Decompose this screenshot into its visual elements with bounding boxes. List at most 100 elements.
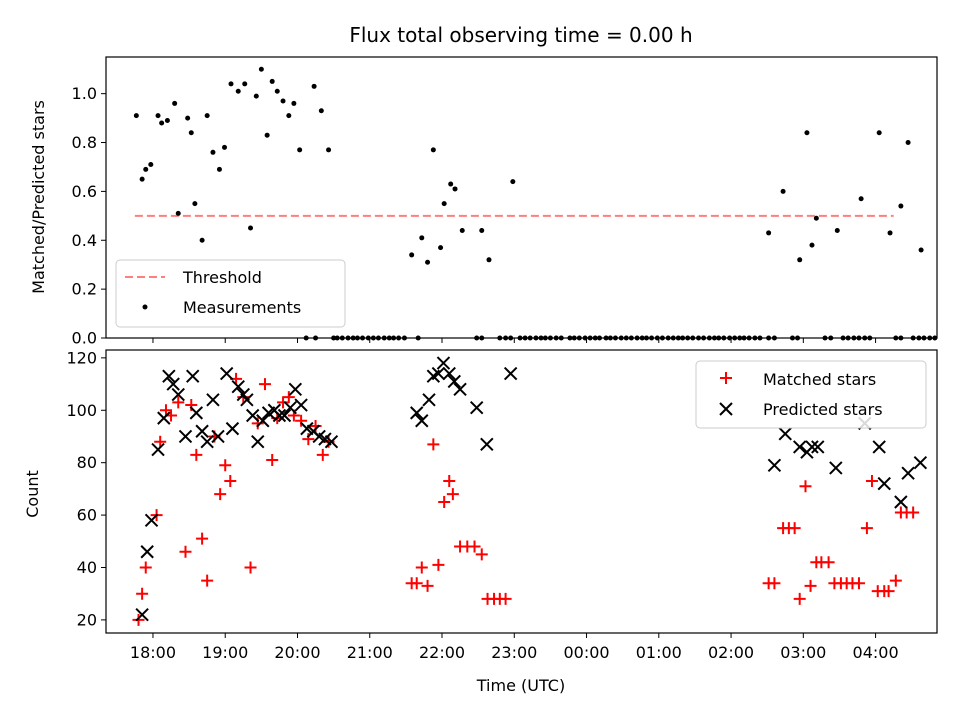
- matched-star-marker: [159, 404, 172, 417]
- measurement-point: [286, 113, 292, 119]
- predicted-star-marker: [171, 387, 185, 402]
- predicted-star-marker: [178, 429, 193, 444]
- measurement-point: [441, 201, 447, 207]
- measurement-point: [222, 144, 228, 150]
- measurement-point: [188, 130, 194, 136]
- predicted-star-marker: [256, 414, 270, 428]
- bottom-x-axis: 18:00 19:00 20:00 21:00 22:00 23:00 00:00 01:00…: [130, 633, 899, 662]
- bottom-x-tick-label: 01:00: [636, 643, 682, 662]
- bottom-legend-box: [695, 360, 927, 429]
- measurements-legend-label: Measurements: [183, 298, 301, 317]
- matched-star-marker: [190, 448, 203, 461]
- bottom-x-tick-label: 22:00: [419, 643, 465, 662]
- measurement-point: [159, 120, 165, 126]
- bottom-y-tick-label: 100: [66, 401, 97, 420]
- bottom-y-tick-label: 40: [77, 558, 97, 577]
- predicted-star-marker: [503, 366, 518, 381]
- predicted-star-marker: [240, 393, 254, 407]
- predicted-star-marker: [877, 476, 891, 491]
- matched-star-marker: [244, 561, 257, 574]
- predicted-star-marker: [189, 406, 204, 420]
- measurement-point: [235, 88, 241, 94]
- matched-star-marker: [443, 475, 456, 488]
- measurement-point: [192, 201, 198, 207]
- predicted-star-marker: [324, 435, 339, 449]
- predicted-star-marker: [157, 411, 171, 425]
- predicted-legend-label: Predicted stars: [763, 400, 883, 419]
- measurement-point: [452, 186, 458, 192]
- predicted-star-marker: [195, 424, 209, 438]
- predicted-star-marker: [251, 435, 265, 449]
- predicted-star-marker: [288, 382, 303, 397]
- measurement-point: [804, 130, 810, 136]
- top-y-tick-label: 0.0: [72, 329, 97, 348]
- predicted-star-marker: [778, 427, 792, 441]
- predicted-star-marker: [410, 406, 424, 420]
- predicted-star-marker: [294, 398, 308, 412]
- matched-star-marker: [822, 556, 835, 569]
- predicted-star-marker: [277, 408, 292, 423]
- measurement-point: [148, 162, 154, 168]
- matched-star-marker: [282, 391, 295, 404]
- top-chart-title: Flux total observing time = 0.00 h: [349, 23, 692, 47]
- bottom-legend: Matched stars Predicted stars: [695, 360, 927, 429]
- matched-star-marker: [266, 454, 279, 467]
- measurement-point: [425, 259, 431, 265]
- matched-star-marker: [499, 592, 512, 605]
- measurement-point: [280, 98, 286, 104]
- measurement-point: [164, 118, 170, 124]
- predicted-star-marker: [415, 414, 429, 428]
- matched-star-marker: [172, 396, 185, 409]
- matched-star-marker: [139, 561, 152, 574]
- matched-star-marker: [438, 495, 451, 508]
- predicted-star-marker: [829, 461, 843, 475]
- predicted-star-marker: [140, 545, 154, 559]
- bottom-x-axis-label: Time (UTC): [476, 676, 565, 695]
- predicted-star-marker: [872, 440, 886, 454]
- matched-star-marker: [882, 585, 895, 598]
- top-y-axis: 0.0 0.2 0.4 0.6 0.8 1.0: [72, 84, 106, 348]
- matched-star-marker: [865, 475, 878, 488]
- measurement-point: [269, 78, 275, 84]
- bottom-x-tick-label: 20:00: [274, 643, 320, 662]
- bottom-y-tick-label: 120: [66, 348, 97, 367]
- matched-star-marker: [889, 574, 902, 587]
- predicted-star-marker: [219, 366, 234, 381]
- matched-star-marker: [277, 396, 290, 409]
- predicted-star-marker: [231, 379, 245, 394]
- matched-star-marker: [852, 577, 865, 590]
- predicted-star-marker: [453, 382, 467, 397]
- matched-star-marker: [132, 613, 145, 626]
- matched-star-marker: [446, 488, 459, 501]
- predicted-star-marker: [162, 369, 176, 383]
- measurement-point: [210, 149, 216, 155]
- predicted-star-marker: [811, 440, 825, 454]
- predicted-star-marker: [447, 374, 462, 389]
- predicted-star-marker: [144, 513, 159, 528]
- measurement-point: [797, 257, 803, 263]
- predicted-star-marker: [245, 408, 260, 423]
- matched-star-marker: [799, 480, 812, 493]
- measurement-point: [887, 230, 893, 236]
- predicted-legend-swatch: [719, 402, 733, 416]
- predicted-star-marker: [135, 607, 149, 622]
- top-legend-box: [115, 259, 346, 328]
- measurement-point: [430, 147, 436, 153]
- predicted-star-marker: [422, 393, 436, 407]
- measurement-point: [291, 100, 297, 106]
- measurement-point: [133, 113, 139, 119]
- matched-star-marker: [793, 592, 806, 605]
- measurement-point: [876, 130, 882, 136]
- matched-legend-swatch: [720, 372, 732, 384]
- measurement-point: [258, 66, 264, 72]
- matched-star-marker: [421, 579, 434, 592]
- measurement-point: [479, 227, 485, 233]
- matched-star-marker: [427, 438, 440, 451]
- measurement-point: [199, 237, 205, 243]
- matched-star-marker: [475, 548, 488, 561]
- matched-star-marker: [768, 577, 781, 590]
- top-y-tick-label: 1.0: [72, 84, 97, 103]
- measurement-point: [510, 179, 516, 185]
- top-plot-frame: [105, 56, 938, 339]
